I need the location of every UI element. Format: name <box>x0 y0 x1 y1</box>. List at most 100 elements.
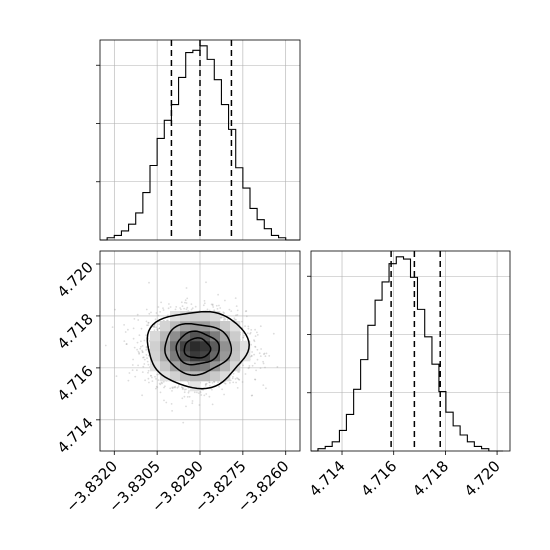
density-cell <box>230 331 241 342</box>
sample-point <box>211 303 214 306</box>
density-cell <box>150 351 161 362</box>
sample-point <box>142 356 145 359</box>
sample-point <box>256 331 258 334</box>
sample-point <box>147 322 150 324</box>
density-cell <box>230 351 241 362</box>
y-tick-label: 4.720 <box>54 258 97 301</box>
sample-point <box>234 318 236 321</box>
sample-point <box>147 354 150 357</box>
sample-point <box>141 349 144 352</box>
sample-point <box>153 326 156 328</box>
sample-point <box>235 318 237 321</box>
density-cell <box>220 341 231 352</box>
sample-point <box>256 348 259 351</box>
sample-point <box>115 375 118 377</box>
sample-point <box>198 404 201 406</box>
sample-point <box>163 399 165 402</box>
sample-point <box>218 385 221 388</box>
sample-point <box>236 377 238 379</box>
sample-point <box>140 345 142 348</box>
sample-point <box>208 381 211 384</box>
sample-point <box>160 381 163 384</box>
sample-point <box>136 313 139 316</box>
density-cell <box>190 341 201 352</box>
sample-point <box>234 378 237 380</box>
density-cell <box>220 371 231 382</box>
sample-point <box>205 393 208 395</box>
sample-point <box>145 320 148 323</box>
sample-point <box>229 382 231 384</box>
sample-point <box>213 309 216 312</box>
sample-point <box>158 323 161 326</box>
sample-point <box>237 377 239 380</box>
sample-point <box>218 304 220 307</box>
density-cell <box>170 371 181 382</box>
sample-point <box>223 393 226 396</box>
sample-point <box>205 382 208 385</box>
sample-point <box>254 362 256 365</box>
sample-point <box>260 348 262 350</box>
sample-point <box>183 391 186 394</box>
sample-point <box>154 375 156 378</box>
sample-point <box>153 324 156 326</box>
sample-point <box>147 321 150 324</box>
sample-point <box>161 382 164 385</box>
sample-point <box>245 310 248 312</box>
sample-point <box>134 375 137 378</box>
sample-point <box>150 311 152 314</box>
density-cell <box>150 361 161 372</box>
sample-point <box>254 345 256 348</box>
sample-point <box>167 314 169 317</box>
sample-point <box>249 331 252 334</box>
sample-point <box>194 305 197 308</box>
sample-point <box>190 303 193 305</box>
sample-point <box>139 347 142 350</box>
x-tick-label: 4.714 <box>306 457 349 500</box>
sample-point <box>158 382 161 385</box>
sample-point <box>123 324 125 326</box>
sample-point <box>222 311 225 314</box>
sample-point <box>133 318 136 320</box>
sample-point <box>262 362 265 365</box>
sample-point <box>223 317 226 320</box>
sample-point <box>137 350 140 353</box>
sample-point <box>247 325 250 328</box>
density-cell <box>160 351 171 362</box>
sample-point <box>276 366 279 368</box>
sample-point <box>247 367 250 370</box>
sample-point <box>243 334 245 337</box>
sample-point <box>147 371 149 374</box>
sample-point <box>250 355 253 358</box>
sample-point <box>196 391 198 394</box>
density-cell <box>220 321 231 332</box>
sample-point <box>223 312 226 314</box>
sample-point <box>236 313 239 316</box>
sample-point <box>242 364 244 367</box>
density-contour <box>175 330 220 366</box>
sample-point <box>217 293 220 296</box>
x-axis-param-b-hist: 4.714 4.716 4.718 4.720 <box>306 457 504 500</box>
sample-point <box>220 316 222 319</box>
sample-point <box>233 317 236 320</box>
density-cell <box>210 351 221 362</box>
sample-point <box>155 385 158 388</box>
sample-point <box>209 384 211 387</box>
sample-point <box>226 318 229 321</box>
sample-point <box>162 380 165 383</box>
sample-point <box>156 373 159 376</box>
sample-point <box>172 386 175 389</box>
sample-point <box>185 405 187 408</box>
density-cell <box>200 361 211 372</box>
sample-point <box>204 383 207 386</box>
sample-point <box>159 391 162 394</box>
sample-point <box>255 369 257 372</box>
sample-point <box>162 307 164 310</box>
sample-point <box>147 363 150 366</box>
density-contour <box>164 322 233 376</box>
density-cell <box>190 361 201 372</box>
density-cell <box>180 351 191 362</box>
sample-point <box>250 354 253 357</box>
sample-point <box>177 385 180 388</box>
sample-point <box>208 395 211 398</box>
sample-point <box>223 382 226 385</box>
